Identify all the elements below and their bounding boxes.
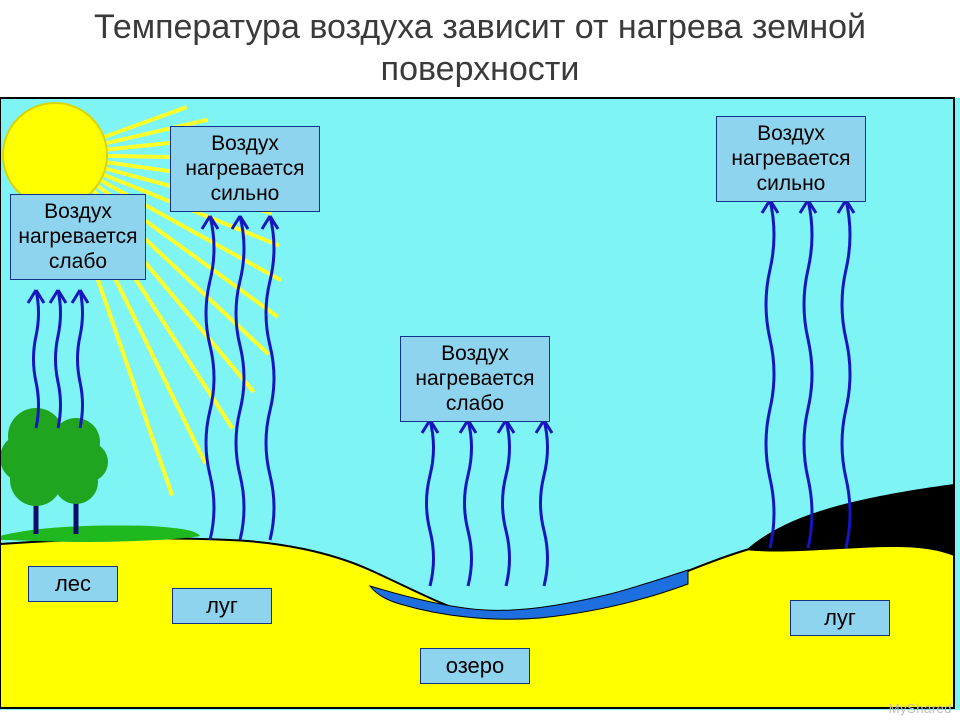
watermark: MyShared: [889, 701, 952, 716]
label-line: озеро: [427, 653, 523, 679]
label-line: нагревается: [177, 156, 313, 181]
label-line: слабо: [17, 249, 139, 274]
title-text: Температура воздуха зависит от нагрева з…: [94, 8, 866, 88]
diagram-stage: Температура воздуха зависит от нагрева з…: [0, 0, 960, 720]
label-line: сильно: [723, 171, 859, 196]
label-line: Воздух: [17, 199, 139, 224]
label-line: луг: [797, 605, 883, 631]
label-lake_air: Воздухнагреваетсяслабо: [400, 336, 550, 422]
page-title: Температура воздуха зависит от нагрева з…: [0, 6, 960, 90]
label-line: нагревается: [17, 224, 139, 249]
label-meadow2_air: Воздухнагреваетсясильно: [716, 116, 866, 202]
label-line: сильно: [177, 181, 313, 206]
label-line: луг: [179, 593, 265, 619]
label-lake_lbl: озеро: [420, 648, 530, 684]
label-line: Воздух: [723, 121, 859, 146]
label-forest_air: Воздухнагреваетсяслабо: [10, 194, 146, 280]
label-line: нагревается: [407, 366, 543, 391]
label-line: Воздух: [407, 341, 543, 366]
label-line: нагревается: [723, 146, 859, 171]
label-meadow1_air: Воздухнагреваетсясильно: [170, 126, 320, 212]
label-meadow2_lbl: луг: [790, 600, 890, 636]
label-line: лес: [35, 571, 111, 597]
label-line: Воздух: [177, 131, 313, 156]
label-line: слабо: [407, 391, 543, 416]
label-meadow1_lbl: луг: [172, 588, 272, 624]
label-forest_lbl: лес: [28, 566, 118, 602]
